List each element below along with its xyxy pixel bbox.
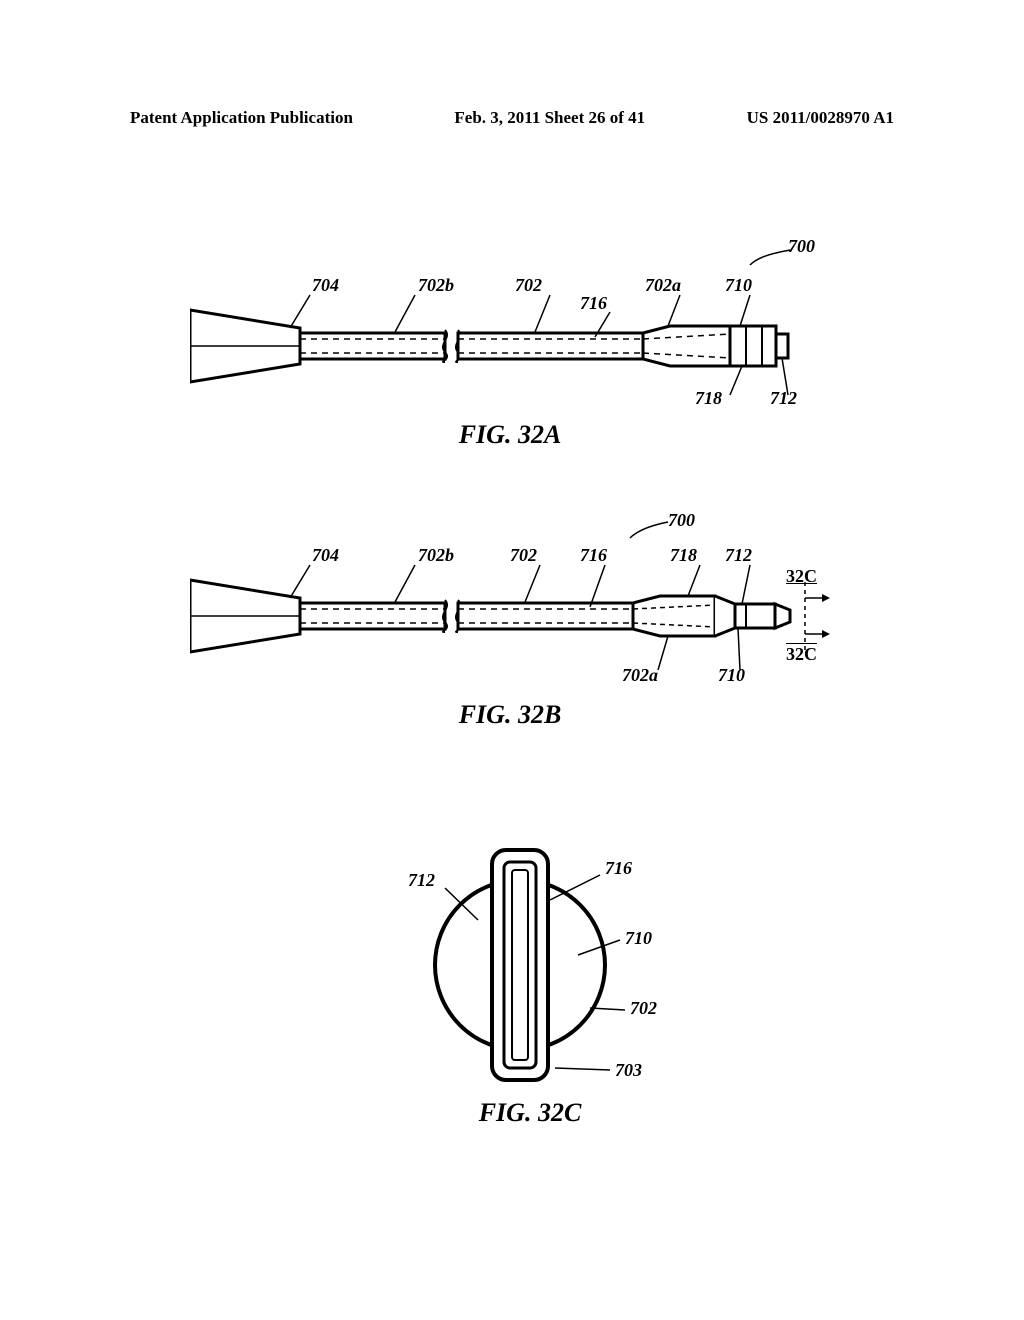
ref-718b: 718 bbox=[670, 545, 697, 566]
ref-716c: 716 bbox=[605, 858, 632, 879]
fig32b-caption: FIG. 32B bbox=[150, 700, 870, 730]
ref-718: 718 bbox=[695, 388, 722, 409]
ref-700: 700 bbox=[788, 236, 815, 257]
ref-716b: 716 bbox=[580, 545, 607, 566]
fig32c-svg bbox=[330, 830, 750, 1100]
ref-702-b: 702 bbox=[510, 545, 537, 566]
figure-32b: 700 704 702b 702 716 718 712 32C 32C 702… bbox=[190, 510, 870, 730]
fig32b-svg bbox=[190, 510, 870, 700]
ref-716: 716 bbox=[580, 293, 607, 314]
ref-712b: 712 bbox=[725, 545, 752, 566]
figure-32a: 700 704 702b 702 716 702a 710 718 712 FI… bbox=[190, 240, 830, 450]
ref-32c-top: 32C bbox=[786, 566, 817, 587]
ref-710c: 710 bbox=[625, 928, 652, 949]
page-header: Patent Application Publication Feb. 3, 2… bbox=[0, 108, 1024, 128]
ref-702ab: 702a bbox=[622, 665, 658, 686]
fig32c-caption: FIG. 32C bbox=[310, 1098, 750, 1128]
ref-702b: 702b bbox=[418, 275, 454, 296]
ref-710: 710 bbox=[725, 275, 752, 296]
ref-712: 712 bbox=[770, 388, 797, 409]
ref-704b: 704 bbox=[312, 545, 339, 566]
ref-712c: 712 bbox=[408, 870, 435, 891]
fig32a-svg bbox=[190, 240, 830, 420]
ref-703c: 703 bbox=[615, 1060, 642, 1081]
ref-702bb: 702b bbox=[418, 545, 454, 566]
ref-710b: 710 bbox=[718, 665, 745, 686]
ref-704: 704 bbox=[312, 275, 339, 296]
header-right: US 2011/0028970 A1 bbox=[747, 108, 894, 128]
figure-32c: 712 716 710 702 703 FIG. 32C bbox=[330, 830, 750, 1128]
header-left: Patent Application Publication bbox=[130, 108, 353, 128]
header-mid: Feb. 3, 2011 Sheet 26 of 41 bbox=[454, 108, 645, 128]
fig32a-caption: FIG. 32A bbox=[190, 420, 830, 450]
ref-32c-bot: 32C bbox=[786, 644, 817, 665]
ref-702a: 702a bbox=[645, 275, 681, 296]
ref-700b: 700 bbox=[668, 510, 695, 531]
ref-702c: 702 bbox=[630, 998, 657, 1019]
ref-702: 702 bbox=[515, 275, 542, 296]
